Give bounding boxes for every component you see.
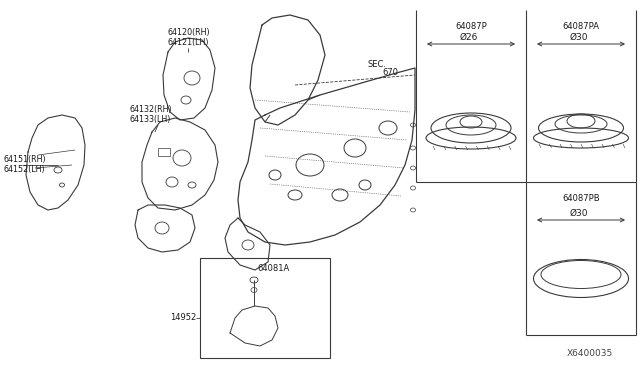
Text: SEC.: SEC. <box>368 60 387 69</box>
Text: 64151(RH): 64151(RH) <box>4 155 47 164</box>
Text: Ø26: Ø26 <box>460 33 478 42</box>
Text: 64152(LH): 64152(LH) <box>4 165 45 174</box>
Text: 64087PA: 64087PA <box>563 22 600 31</box>
Text: X6400035: X6400035 <box>567 349 613 358</box>
Text: 64087P: 64087P <box>455 22 487 31</box>
Text: Ø30: Ø30 <box>570 209 588 218</box>
Text: 64081A: 64081A <box>257 264 289 273</box>
Text: Ø30: Ø30 <box>570 33 588 42</box>
Bar <box>158 148 170 156</box>
Text: 64133(LH): 64133(LH) <box>130 115 172 124</box>
Bar <box>200 258 330 358</box>
Text: 14952: 14952 <box>170 314 196 323</box>
Text: 64120(RH): 64120(RH) <box>168 28 211 37</box>
Text: 670: 670 <box>382 68 398 77</box>
Text: 64121(LH): 64121(LH) <box>168 38 209 47</box>
Text: 64087PB: 64087PB <box>562 194 600 203</box>
Text: 64132(RH): 64132(RH) <box>130 105 173 114</box>
